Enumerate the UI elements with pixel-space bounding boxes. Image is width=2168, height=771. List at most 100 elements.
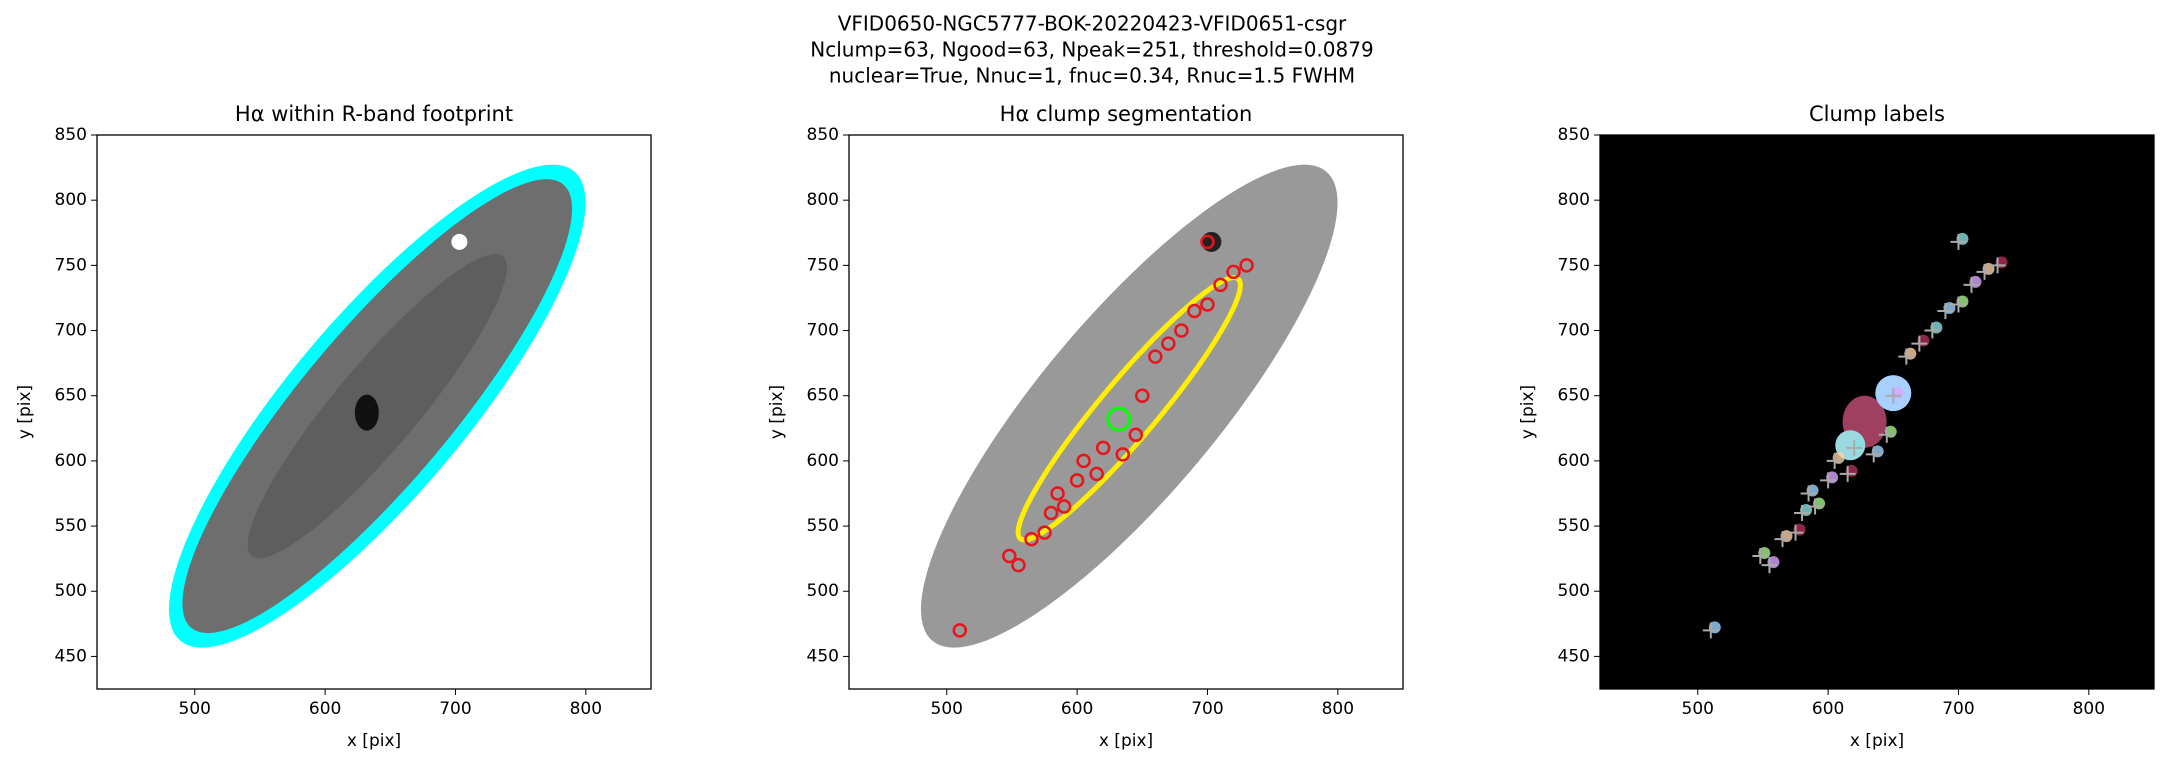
- panel-title: Hα clump segmentation: [1000, 102, 1253, 126]
- y-axis-label: y [pix]: [1518, 385, 1538, 439]
- clump: [1024, 531, 1039, 547]
- y-tick-label: 750: [1558, 255, 1590, 275]
- x-axis-label: x [pix]: [1850, 731, 1904, 751]
- x-axis-label: x [pix]: [1099, 731, 1153, 751]
- suptitle: nuclear=True, Nnuc=1, fnuc=0.34, Rnuc=1.…: [829, 64, 1355, 88]
- peak-marker: [1911, 335, 1928, 352]
- peak-marker: [1826, 452, 1843, 469]
- clump: [1069, 473, 1085, 488]
- y-tick-label: 650: [55, 386, 87, 406]
- peak-marker: [1787, 524, 1804, 541]
- clump: [952, 623, 968, 638]
- peak-marker: [1898, 348, 1915, 365]
- clump: [1011, 557, 1026, 573]
- x-axis-label: x [pix]: [347, 731, 401, 751]
- clump: [1148, 349, 1163, 364]
- y-axis-label: y [pix]: [767, 385, 787, 439]
- y-tick-label: 800: [55, 190, 87, 210]
- y-tick-label: 450: [1558, 646, 1590, 666]
- y-tick-label: 500: [1558, 581, 1590, 601]
- clump: [1187, 303, 1202, 319]
- peak-marker: [1774, 531, 1791, 548]
- x-tick-label: 700: [1191, 699, 1223, 719]
- peak-marker: [1807, 498, 1824, 515]
- panel: 500 600 700 800 450 500 550 600 650 700 750 800 850 C…: [1518, 102, 2155, 751]
- y-tick-label: 850: [1558, 125, 1590, 145]
- peak-marker: [1937, 302, 1954, 319]
- x-tick-label: 500: [179, 699, 211, 719]
- clump: [1200, 234, 1215, 250]
- peak-marker: [1794, 505, 1811, 522]
- x-tick-label: 500: [1682, 699, 1714, 719]
- panel-title: Hα within R-band footprint: [235, 102, 513, 126]
- clump: [1076, 453, 1091, 469]
- y-tick-label: 800: [807, 190, 839, 210]
- star: [1201, 231, 1222, 252]
- x-tick-label: 600: [1812, 699, 1844, 719]
- x-tick-label: 800: [570, 699, 602, 719]
- peak-marker: [1752, 548, 1769, 565]
- clump: [1043, 505, 1059, 521]
- y-tick-label: 500: [55, 581, 87, 601]
- peak-marker: [1846, 439, 1863, 456]
- x-tick-label: 800: [2073, 699, 2105, 719]
- peak-marker: [1963, 276, 1980, 293]
- galaxy-region: [920, 164, 1338, 648]
- nucleus: [451, 233, 468, 250]
- y-tick-label: 550: [1558, 516, 1590, 536]
- y-tick-label: 550: [55, 516, 87, 536]
- y-tick-label: 700: [807, 321, 839, 341]
- clump: [1200, 297, 1215, 312]
- y-tick-label: 450: [807, 646, 839, 666]
- nucleus-marker: [1106, 406, 1132, 432]
- clump: [1115, 447, 1130, 462]
- clump: [1174, 323, 1189, 338]
- x-tick-label: 700: [439, 699, 471, 719]
- y-tick-label: 650: [807, 386, 839, 406]
- peak-marker: [1885, 387, 1902, 404]
- y-tick-label: 650: [1558, 386, 1590, 406]
- y-tick-label: 550: [807, 516, 839, 536]
- clump: [1239, 258, 1254, 273]
- y-tick-label: 700: [55, 321, 87, 341]
- axes-frame: [1599, 134, 2155, 690]
- peak-marker: [1839, 465, 1856, 482]
- peak-marker: [1976, 263, 1993, 280]
- peak-marker: [1761, 557, 1778, 574]
- y-tick-label: 750: [807, 255, 839, 275]
- nucleus-core: [354, 394, 379, 431]
- y-tick-label: 750: [55, 255, 87, 275]
- panel-title: Clump labels: [1809, 102, 1945, 126]
- clump: [1095, 440, 1111, 456]
- x-tick-label: 800: [1322, 699, 1354, 719]
- clump-label: [1835, 430, 1866, 461]
- y-axis-label: y [pix]: [15, 385, 35, 439]
- axes-frame: [848, 134, 1404, 690]
- clump: [1135, 388, 1150, 403]
- clump: [1056, 499, 1072, 514]
- x-tick-label: 700: [1942, 699, 1974, 719]
- axes-frame: [96, 134, 652, 690]
- clump: [1050, 486, 1065, 501]
- y-tick-label: 600: [807, 451, 839, 471]
- y-tick-label: 850: [807, 125, 839, 145]
- peak-marker: [1950, 296, 1967, 313]
- clump: [1002, 548, 1017, 564]
- peak-marker: [1950, 233, 1967, 250]
- clump: [1213, 277, 1228, 293]
- peak-marker: [1878, 426, 1895, 443]
- y-tick-label: 800: [1558, 190, 1590, 210]
- x-tick-label: 500: [931, 699, 963, 719]
- clump: [1037, 525, 1052, 540]
- x-tick-label: 600: [309, 699, 341, 719]
- peak-marker: [1989, 257, 2006, 274]
- y-tick-label: 600: [55, 451, 87, 471]
- y-tick-label: 850: [55, 125, 87, 145]
- peak-marker: [1924, 322, 1941, 339]
- peak-marker: [1820, 472, 1837, 489]
- clump: [1089, 466, 1104, 482]
- clump: [1128, 427, 1144, 443]
- panel: 500 600 700 800 450 500 550 600 650 700 750 800 850 H…: [15, 102, 652, 751]
- galaxy-region: [1015, 275, 1243, 543]
